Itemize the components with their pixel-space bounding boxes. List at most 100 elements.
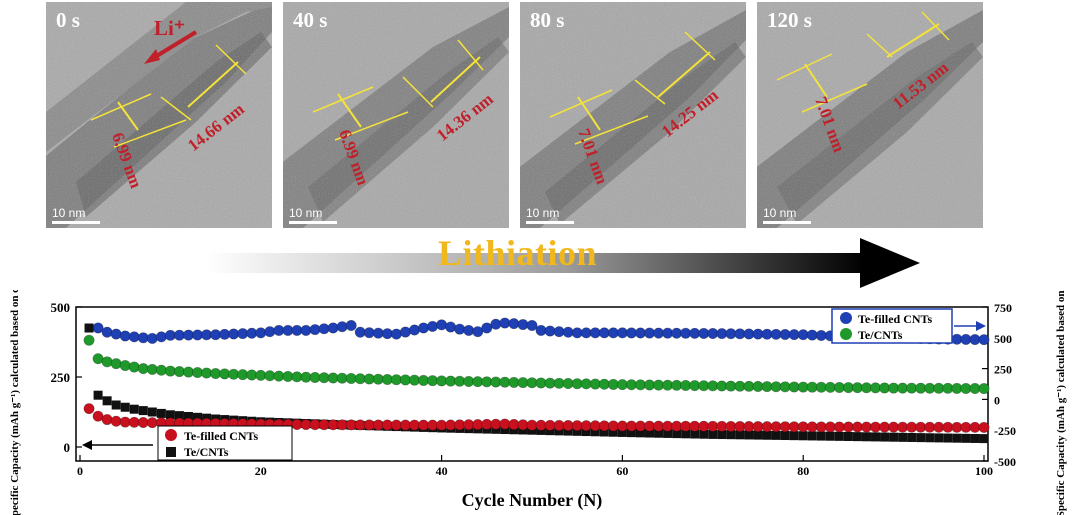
- data-point: [255, 327, 267, 339]
- data-point: [617, 427, 627, 437]
- data-point: [93, 390, 103, 400]
- left-axis-arrow-icon: [82, 440, 153, 450]
- data-point: [699, 429, 709, 439]
- data-point: [83, 334, 95, 346]
- data-point: [509, 425, 519, 435]
- data-point: [500, 425, 510, 435]
- data-point: [83, 403, 95, 415]
- scale-bar: [289, 221, 337, 224]
- scale-bar: [763, 221, 811, 224]
- data-point: [156, 408, 166, 418]
- scale-bar: [52, 221, 100, 224]
- data-point: [978, 383, 990, 395]
- data-point: [128, 361, 140, 373]
- li-ion-label: Li⁺: [154, 16, 185, 40]
- data-point: [147, 407, 157, 417]
- data-point: [871, 432, 881, 442]
- scale-bar: [526, 221, 574, 224]
- data-point: [825, 431, 835, 441]
- data-point: [753, 430, 763, 440]
- data-point: [762, 430, 772, 440]
- data-point: [581, 427, 591, 437]
- data-point: [599, 427, 609, 437]
- y-axis-left-title: Specific Capacity (mAh g⁻¹) calculated b…: [9, 290, 21, 515]
- data-point: [934, 433, 944, 443]
- x-tick-label: 60: [616, 464, 628, 478]
- data-point: [952, 433, 962, 443]
- data-point: [690, 429, 700, 439]
- legend-marker: [840, 328, 852, 340]
- y-left-tick-label: 500: [51, 300, 71, 315]
- right-axis-arrow-icon: [954, 321, 986, 331]
- legend-label: Te/CNTs: [184, 445, 229, 459]
- x-tick-label: 100: [975, 464, 993, 478]
- data-point: [193, 412, 203, 422]
- data-point: [852, 432, 862, 442]
- x-tick-label: 20: [255, 464, 267, 478]
- scale-label: 10 nm: [289, 206, 323, 220]
- data-point: [490, 318, 502, 330]
- data-point: [408, 324, 420, 336]
- data-point: [572, 426, 582, 436]
- data-point: [202, 413, 212, 423]
- annotation-overlay: [312, 39, 484, 141]
- data-point: [345, 319, 357, 331]
- data-point: [526, 319, 538, 331]
- y-right-tick-label: -250: [994, 424, 1016, 438]
- data-point: [978, 421, 990, 433]
- data-point: [681, 429, 691, 439]
- data-point: [120, 402, 130, 412]
- data-point: [943, 433, 953, 443]
- data-point: [744, 430, 754, 440]
- data-point: [834, 431, 844, 441]
- y-right-tick-label: 500: [994, 332, 1012, 346]
- legend-marker: [840, 312, 852, 324]
- time-label: 0 s: [56, 8, 80, 32]
- legend-label: Te-filled CNTs: [858, 312, 932, 326]
- tem-image: [757, 2, 983, 228]
- data-point: [138, 406, 148, 416]
- tem-image: [520, 2, 746, 228]
- tem-image: [283, 2, 509, 228]
- data-point: [978, 334, 990, 346]
- data-point: [979, 434, 989, 444]
- scale-label: 10 nm: [52, 206, 86, 220]
- data-point: [843, 432, 853, 441]
- data-point: [472, 326, 484, 338]
- data-point: [726, 430, 736, 440]
- data-point: [454, 323, 466, 335]
- tem-image: [46, 2, 272, 228]
- legend-label: Te/CNTs: [858, 328, 903, 342]
- legend-right: Te-filled CNTs Te/CNTs: [831, 308, 953, 344]
- data-point: [708, 429, 718, 439]
- annotation-overlay: [90, 30, 247, 148]
- data-point: [436, 319, 448, 331]
- scale-label: 10 nm: [526, 206, 560, 220]
- data-point: [907, 432, 917, 442]
- data-point: [789, 431, 799, 441]
- data-point: [119, 360, 131, 372]
- data-point: [663, 428, 673, 438]
- data-point: [916, 433, 926, 443]
- data-point: [101, 356, 113, 368]
- data-point: [735, 430, 745, 440]
- data-point: [110, 328, 122, 340]
- legend-marker: [165, 429, 177, 441]
- tem-panel-120s: 120 s 7.01 nm 11.53 nm 10 nm: [757, 2, 983, 228]
- y-left-tick-label: 250: [51, 370, 71, 385]
- data-point: [336, 321, 348, 333]
- tem-panel-80s: 80 s 7.01 nm 14.25 nm 10 nm: [520, 2, 746, 228]
- data-point: [129, 404, 139, 414]
- data-point: [780, 431, 790, 441]
- data-point: [399, 326, 411, 338]
- data-point: [889, 432, 899, 442]
- data-point: [608, 427, 618, 437]
- data-point: [102, 396, 112, 406]
- time-label: 80 s: [530, 8, 565, 32]
- time-label: 40 s: [293, 8, 328, 32]
- data-point: [101, 326, 113, 338]
- y-right-tick-label: 0: [994, 393, 1000, 407]
- data-point: [481, 322, 493, 334]
- data-point: [816, 431, 826, 441]
- legend-marker: [166, 447, 176, 457]
